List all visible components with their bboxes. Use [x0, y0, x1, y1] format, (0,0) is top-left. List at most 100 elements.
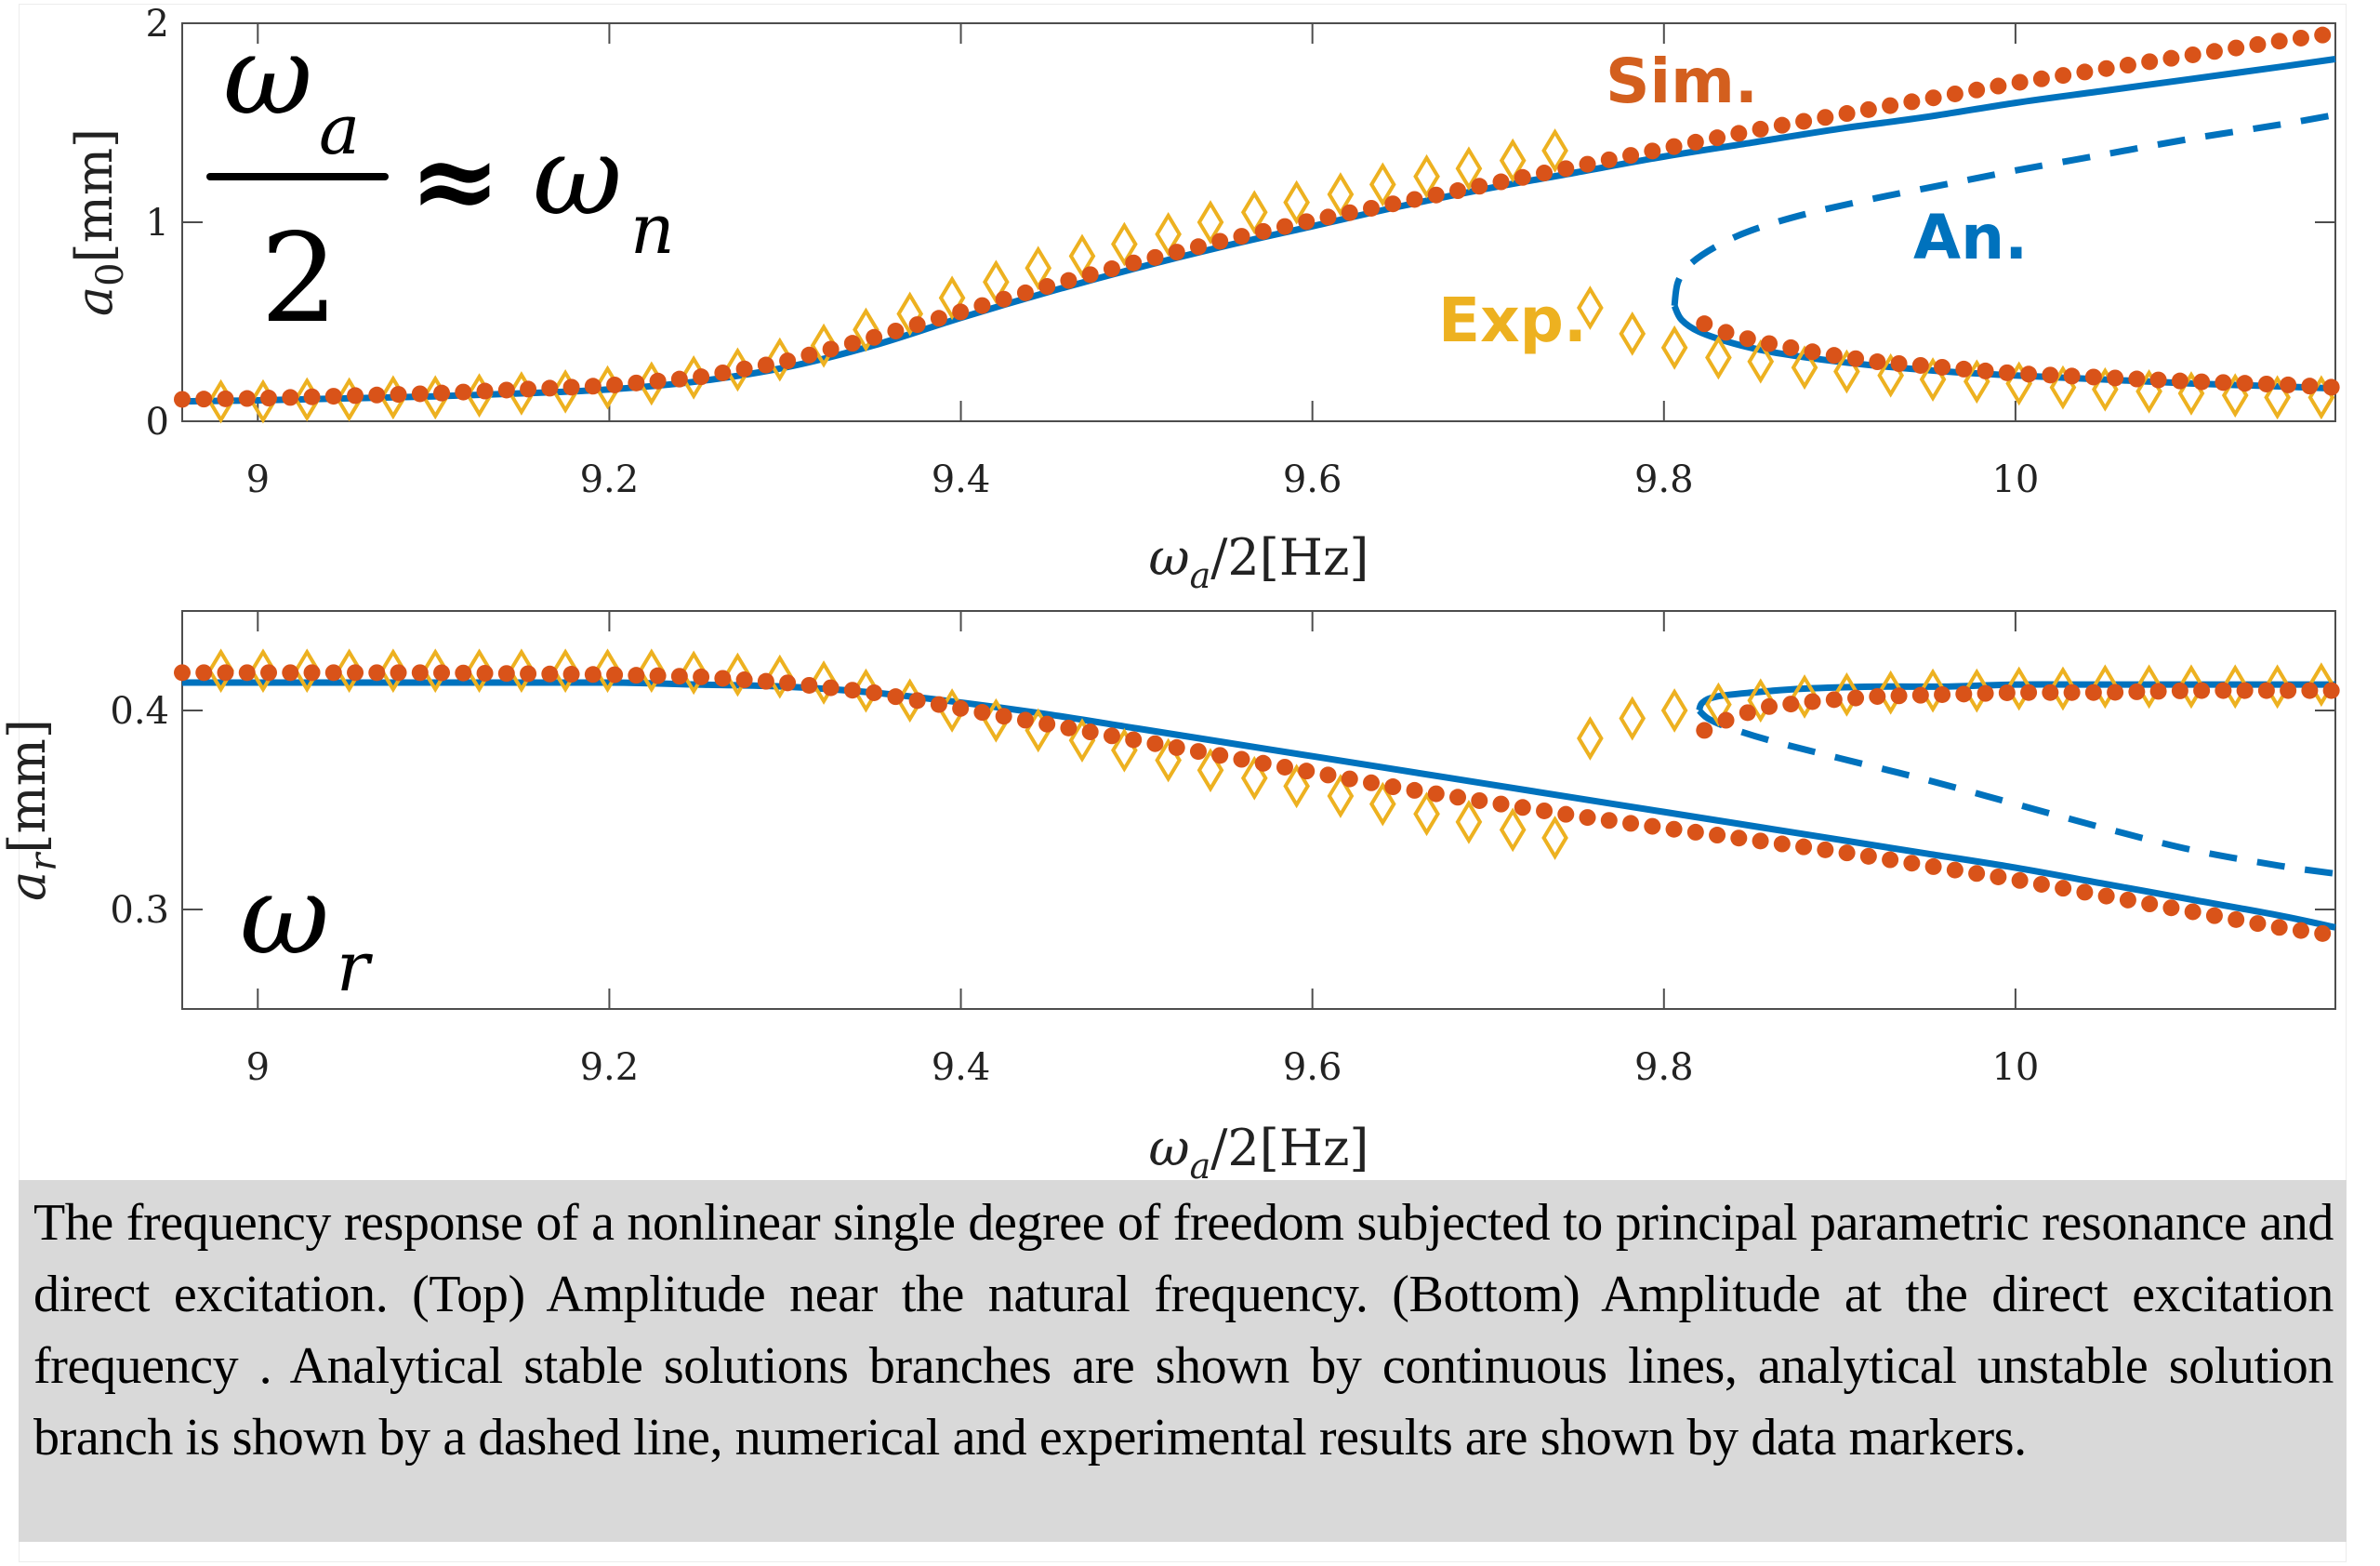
top-formula-annotation: ω a 2 ≈ ω n: [206, 11, 675, 351]
y-tick-label: 0: [146, 401, 169, 444]
exp-marker: [1919, 668, 1947, 713]
sim-marker: [411, 664, 429, 682]
exp-marker: [1791, 674, 1818, 719]
sim-marker: [606, 666, 624, 683]
exp-marker: [1455, 799, 1483, 844]
sim-marker: [670, 668, 688, 685]
sim-marker: [1384, 778, 1402, 796]
sim-marker: [1514, 168, 1531, 186]
sim-marker: [973, 297, 991, 314]
sim-marker: [2119, 891, 2136, 909]
exp-marker: [1747, 338, 1775, 384]
sim-marker: [952, 699, 970, 717]
formula-approx: ≈: [409, 115, 501, 245]
sim-marker: [1016, 711, 1034, 729]
sim-marker: [1060, 719, 1078, 737]
sim-marker: [1168, 244, 1185, 261]
sim-marker: [1038, 715, 1056, 733]
exp-marker: [1499, 138, 1527, 183]
sim-marker: [2205, 43, 2223, 60]
sim-marker: [347, 664, 364, 682]
sim-marker: [2149, 683, 2167, 700]
sim-marker: [1946, 85, 1964, 102]
sim-marker: [1341, 770, 1358, 788]
sim-marker: [282, 389, 299, 406]
exp-marker: [1155, 211, 1182, 257]
exp-marker: [1327, 172, 1355, 217]
exp-marker: [1455, 146, 1483, 192]
sim-marker: [1276, 758, 1293, 776]
sim-marker: [1924, 857, 1942, 875]
sim-marker: [368, 664, 386, 682]
sim-marker: [324, 664, 342, 682]
sim-marker: [497, 381, 515, 399]
sim-marker: [1817, 109, 1834, 126]
sim-marker: [1103, 727, 1120, 745]
sim-marker: [2215, 682, 2232, 699]
sim-marker: [455, 664, 472, 682]
sim-marker: [476, 382, 494, 400]
sim-marker: [2171, 682, 2188, 699]
sim-marker: [2228, 910, 2245, 928]
formula-sub-r: r: [337, 927, 374, 1007]
sim-marker: [1189, 238, 1207, 256]
sim-marker: [2076, 883, 2094, 901]
sim-marker: [1038, 278, 1056, 296]
sim-marker: [1968, 81, 1986, 99]
sim-marker: [303, 664, 321, 682]
sim-marker: [2292, 922, 2309, 939]
exp-marker: [293, 648, 321, 694]
sim-marker: [347, 387, 364, 405]
y-tick-label: 0.3: [110, 889, 169, 932]
sim-marker: [2314, 924, 2332, 942]
sim-marker: [2162, 899, 2180, 917]
exp-marker: [680, 650, 707, 696]
sim-marker: [2215, 374, 2232, 392]
exp-marker: [1197, 748, 1224, 793]
sim-marker: [1804, 693, 1821, 710]
bottom-ticks: 9 9.2 9.4 9.6 9.8 10 0.3 0.4: [110, 611, 2335, 1089]
sim-marker: [476, 664, 494, 682]
sim-marker: [1016, 284, 1034, 301]
sim-marker: [238, 390, 256, 407]
sim-marker: [1869, 687, 1886, 705]
sim-marker: [1427, 785, 1445, 803]
sim-marker: [995, 290, 1012, 308]
exp-marker: [1240, 190, 1268, 235]
x-tick-label: 9.2: [580, 1046, 640, 1089]
sim-marker: [930, 696, 947, 713]
sim-marker: [1903, 93, 1921, 111]
sim-marker: [866, 683, 883, 701]
sim-marker: [2107, 683, 2124, 701]
x-tick-label: 10: [1991, 1046, 2039, 1089]
exp-marker: [207, 648, 234, 694]
sim-marker: [1709, 827, 1726, 844]
sim-marker: [1977, 684, 1994, 702]
sim-marker: [1761, 697, 1778, 715]
bottom-series: [174, 648, 2340, 942]
sim-marker: [2076, 63, 2094, 81]
y-tick-label: 1: [146, 202, 169, 245]
sim-marker: [2301, 378, 2319, 395]
figure-frame: [19, 4, 2347, 1562]
sim-marker: [2322, 682, 2340, 699]
sim-marker: [2055, 67, 2072, 85]
sim-marker: [1622, 147, 1640, 165]
bottom-formula-annotation: ω r: [240, 851, 374, 1007]
exp-marker: [810, 323, 838, 368]
exp-marker: [508, 648, 536, 694]
sim-marker: [520, 380, 537, 398]
sim-marker: [368, 386, 386, 404]
sim-marker: [2228, 39, 2245, 57]
sim-marker: [1696, 315, 1713, 333]
sim-marker: [649, 667, 667, 684]
sim-marker: [1189, 743, 1207, 761]
sim-marker: [562, 666, 580, 683]
sim-marker: [1644, 817, 1661, 835]
sim-marker: [433, 664, 451, 682]
sim-marker: [2249, 915, 2267, 933]
sim-marker: [2128, 370, 2146, 388]
sim-marker: [1471, 178, 1488, 195]
exp-marker: [1660, 325, 1688, 370]
